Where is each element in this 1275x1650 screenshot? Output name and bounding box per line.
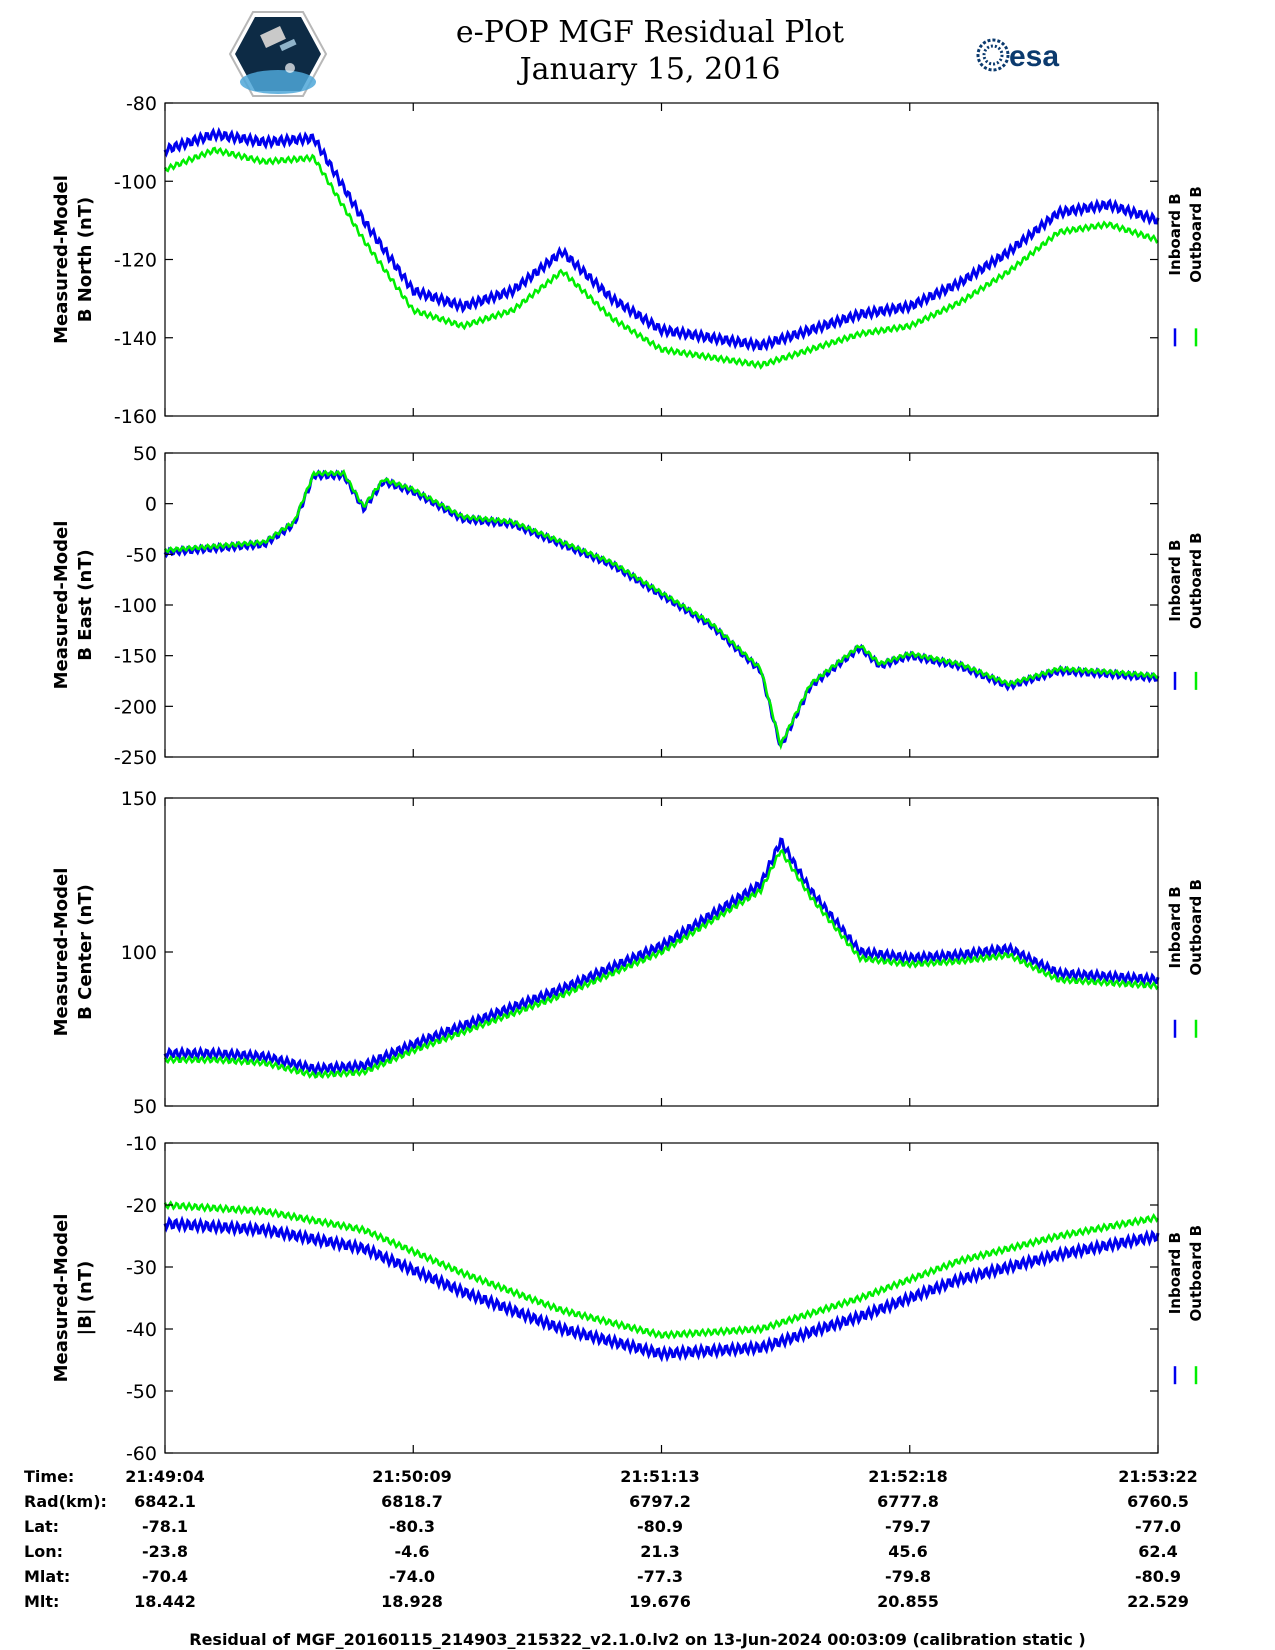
cassiope-logo: [228, 11, 328, 97]
series-line-outboard: [163, 146, 1159, 370]
y-tick-label: -40: [126, 1319, 157, 1341]
y-tick-label: -250: [114, 747, 157, 769]
footer-row-label: Lon:: [24, 1542, 63, 1561]
y-tick-label: -60: [126, 1443, 157, 1465]
footer-cell: 21:52:18: [868, 1467, 948, 1486]
legend-label: Outboard B: [1187, 879, 1205, 976]
footer-cell: 21:50:09: [372, 1467, 452, 1486]
y-tick-label: -50: [126, 544, 157, 566]
plot-frame: [164, 102, 1159, 417]
footer-note: Residual of MGF_20160115_214903_215322_v…: [189, 1630, 1086, 1649]
y-axis-label: Measured-Model: [51, 1214, 72, 1383]
footer-cell: 19.676: [629, 1592, 691, 1611]
panel-2: 50 0 -50 -100 -150 -200 -250 Measured-Model B Ea…: [51, 443, 1205, 769]
footer-cell: -78.1: [141, 1517, 189, 1536]
panel-3: 150 100 50 Measured-Model B Center (nT) Inboa…: [51, 788, 1205, 1118]
series-line-inboard: [163, 126, 1160, 353]
footer-cell: -74.0: [388, 1567, 436, 1586]
series-line-inboard: [163, 837, 1160, 1077]
footer-cell: 20.855: [877, 1592, 939, 1611]
footer-cell: 21:53:22: [1118, 1467, 1198, 1486]
footer-cell: -80.3: [388, 1517, 436, 1536]
footer-cell: 6818.7: [381, 1492, 443, 1511]
y-tick-label: -120: [114, 250, 157, 272]
footer-cell: 62.4: [1138, 1542, 1178, 1561]
series-line-outboard: [163, 469, 1159, 751]
y-tick-label: -100: [114, 595, 157, 617]
chart-title: e-POP MGF Residual Plot January 15, 2016: [400, 14, 900, 88]
y-axis-label: Measured-Model: [51, 521, 72, 690]
chart-title-line2: January 15, 2016: [519, 52, 781, 87]
legend-label: Outboard B: [1187, 186, 1205, 283]
series-line-inboard: [163, 469, 1160, 749]
footer-cell: 22.529: [1127, 1592, 1189, 1611]
footer-cell: 18.442: [134, 1592, 196, 1611]
footer-row-label: Time:: [24, 1467, 75, 1486]
footer-cell: 6797.2: [629, 1492, 691, 1511]
footer-row-label: Mlat:: [24, 1567, 71, 1586]
esa-logo: esa: [976, 38, 1059, 73]
y-tick-label: 0: [145, 494, 157, 516]
footer-row-label: Mlt:: [24, 1592, 60, 1611]
y-tick-label: -100: [114, 171, 157, 193]
legend-label: Outboard B: [1187, 532, 1205, 629]
y-tick-label: -50: [126, 1381, 157, 1403]
footer-cell: -79.7: [884, 1517, 932, 1536]
series-line-inboard: [163, 1215, 1160, 1363]
footer-cell: -77.3: [636, 1567, 684, 1586]
y-axis-label: Measured-Model: [51, 175, 72, 344]
y-tick-label: -30: [126, 1257, 157, 1279]
footer-cell: 6777.8: [877, 1492, 939, 1511]
series-line-outboard: [163, 848, 1159, 1080]
legend-label: Outboard B: [1187, 1225, 1205, 1322]
y-tick-label: -80: [126, 93, 157, 115]
footer-cell: -80.9: [636, 1517, 684, 1536]
legend-label: Inboard B: [1166, 540, 1184, 622]
footer-cell: 21:49:04: [125, 1467, 205, 1486]
y-axis-label: Measured-Model: [51, 868, 72, 1037]
plot-frame: [164, 1142, 1159, 1454]
footer-cell: 6842.1: [134, 1492, 196, 1511]
footer-cell: -23.8: [141, 1542, 189, 1561]
y-tick-label: 150: [121, 788, 157, 810]
legend-label: Inboard B: [1166, 1232, 1184, 1314]
y-tick-label: -10: [126, 1133, 157, 1155]
y-axis-label: B Center (nT): [75, 884, 96, 1020]
legend-label: Inboard B: [1166, 886, 1184, 968]
panel-4: -10 -20 -30 -40 -50 -60 Measured-Model |B| (nT)…: [51, 1133, 1205, 1465]
legend-label: Inboard B: [1166, 193, 1184, 275]
plot-frame: [164, 452, 1159, 758]
footer-cell: 6760.5: [1127, 1492, 1189, 1511]
y-tick-label: 100: [121, 942, 157, 964]
panel-1: -80 -100 -120 -140 -160 Measured-Model B North…: [51, 93, 1205, 428]
footer-row-label: Lat:: [24, 1517, 60, 1536]
y-tick-label: -20: [126, 1195, 157, 1217]
y-tick-label: 50: [133, 443, 157, 465]
footer-cell: 45.6: [888, 1542, 928, 1561]
y-tick-label: -150: [114, 646, 157, 668]
footer-cell: 21:51:13: [620, 1467, 700, 1486]
footer-cell: -4.6: [394, 1542, 430, 1561]
footer-cell: -77.0: [1134, 1517, 1182, 1536]
y-tick-label: -160: [114, 406, 157, 428]
orbit-info-table: Time: Rad(km): Lat: Lon: Mlat: Mlt: 21:49:04 68…: [0, 1467, 1275, 1627]
footer-cell: -70.4: [141, 1567, 189, 1586]
y-axis-label: B East (nT): [75, 549, 96, 661]
footer-cell: -79.8: [884, 1567, 932, 1586]
series-line-outboard: [163, 1200, 1160, 1340]
esa-logo-text: esa: [1009, 40, 1059, 73]
footer-row-label: Rad(km):: [24, 1492, 107, 1511]
footer-cell: 18.928: [381, 1592, 443, 1611]
y-tick-label: -200: [114, 696, 157, 718]
y-tick-label: 50: [133, 1096, 157, 1118]
y-axis-label: |B| (nT): [75, 1261, 96, 1336]
y-axis-label: B North (nT): [75, 197, 96, 323]
chart-title-line1: e-POP MGF Residual Plot: [455, 15, 845, 50]
footer-cell: 21.3: [640, 1542, 680, 1561]
footer-cell: -80.9: [1134, 1567, 1182, 1586]
y-tick-label: -140: [114, 328, 157, 350]
